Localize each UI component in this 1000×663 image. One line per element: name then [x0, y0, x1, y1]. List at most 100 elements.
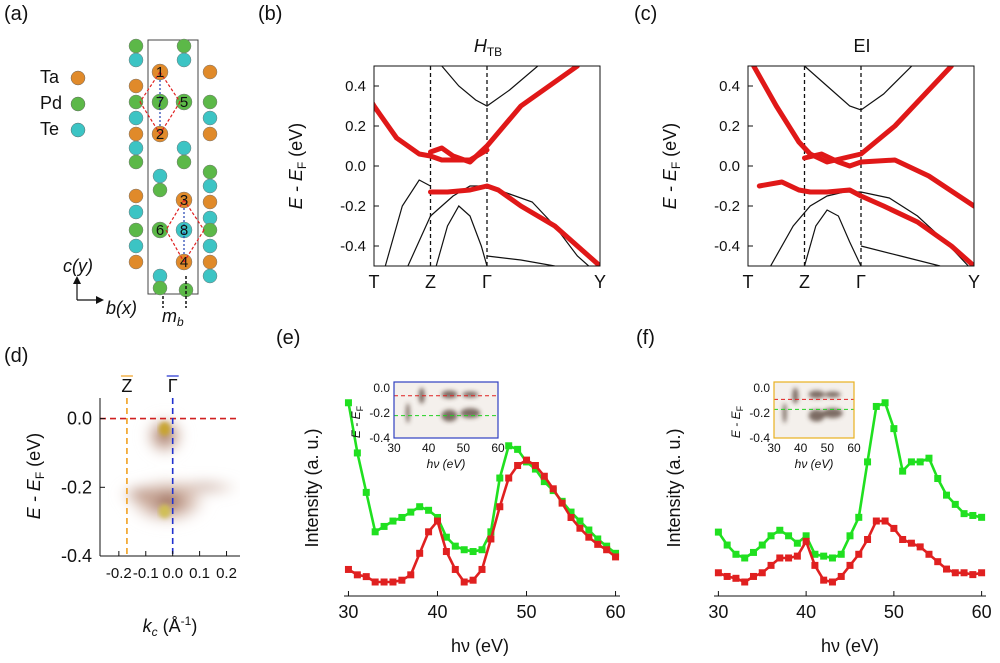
ytick-label-c-3: -0.2: [714, 198, 740, 215]
point-f-0-0: [714, 528, 722, 536]
inset-spot-f-2: [824, 391, 841, 398]
band-black-1: [770, 191, 969, 266]
point-e-0-12: [451, 542, 459, 550]
panel-c: (c) EI 0.4 0.2 0.0 -0.2 -0.4 T Z Γ Y E - EF (eV…: [634, 3, 980, 292]
atom-ta-5: [128, 78, 144, 94]
point-f-0-30: [978, 513, 986, 521]
band-black-1: [407, 185, 590, 266]
point-e-1-27: [585, 533, 593, 541]
point-e-1-25: [567, 513, 575, 521]
ytick-label-b-3: -0.2: [340, 198, 366, 215]
inset-xlabel-e: hν (eV): [427, 457, 466, 471]
xtick-label-e-3: 60: [606, 602, 626, 622]
point-e-0-16: [487, 528, 495, 536]
atom-te-28: [202, 238, 218, 254]
band-black-3: [860, 245, 941, 266]
band-red-1: [802, 151, 974, 209]
xtick-label-f-0: 30: [708, 602, 728, 622]
inset-ylabel-f: E - EF: [729, 405, 745, 438]
atom-pd-16: [176, 154, 192, 170]
point-e-1-16: [487, 535, 495, 543]
atom-te-10: [202, 110, 218, 126]
ylabel-f: Intensity (a. u.): [664, 428, 684, 547]
ytick-label-c-1: 0.2: [719, 118, 740, 135]
point-f-1-20: [890, 524, 898, 532]
site-atom-2: [175, 93, 193, 111]
inset-ylabel-main-f: E - E: [729, 410, 743, 438]
crystal-structure: [128, 38, 218, 298]
atom-legend: Ta Pd Te: [40, 67, 86, 139]
point-e-0-30: [612, 549, 620, 557]
point-f-1-1: [723, 572, 731, 580]
atom-pd-18: [152, 182, 168, 198]
xtick-label-d-2: 0.0: [162, 565, 183, 582]
point-f-0-6: [767, 532, 775, 540]
marker-label-1: Γ: [168, 376, 178, 396]
inset-ytick-e-1: -0.2: [369, 406, 390, 420]
inset-intensity-f: [782, 387, 843, 424]
point-e-1-9: [425, 528, 433, 536]
inset-intensity-e: [405, 387, 481, 424]
legend-label-te: Te: [40, 119, 59, 139]
point-f-0-28: [960, 510, 968, 518]
axis-c-label: c(y): [63, 256, 93, 276]
inset-ytick-e-2: -0.4: [369, 431, 390, 445]
point-e-1-18: [505, 474, 513, 482]
point-e-0-17: [496, 474, 504, 482]
band-black-4: [486, 255, 555, 266]
point-f-1-24: [925, 550, 933, 558]
point-e-1-3: [371, 578, 379, 586]
point-f-0-14: [837, 550, 845, 558]
point-e-1-6: [398, 576, 406, 584]
panel-label-b: (b): [258, 3, 282, 25]
point-f-0-23: [916, 458, 924, 466]
point-e-0-9: [425, 506, 433, 514]
point-f-1-12: [820, 576, 828, 584]
inset-ylabel-sub-e: F: [355, 405, 365, 411]
point-f-0-11: [811, 550, 819, 558]
xlabel-d: kc (Å-1): [143, 614, 198, 639]
xtick-label-d-4: 0.2: [216, 565, 237, 582]
band-red-1: [428, 66, 580, 165]
point-e-0-21: [531, 465, 539, 473]
xtick-label-e-0: 30: [338, 602, 358, 622]
inset-spot-e-5: [405, 403, 410, 424]
bond-red-2: [139, 101, 161, 135]
point-f-1-15: [846, 561, 854, 569]
ylabel-d: E - EF (eV): [24, 433, 47, 519]
point-f-0-22: [907, 458, 915, 466]
inset-ylabel-e: E - EF: [349, 405, 365, 438]
inset-xlabel-f: hν (eV): [795, 457, 834, 471]
xlabel-e: hν (eV): [451, 636, 509, 656]
atom-te-14: [176, 140, 192, 156]
atom-pd-7: [128, 94, 144, 110]
atom-pd-1: [176, 38, 192, 54]
point-e-1-26: [576, 524, 584, 532]
ylabel-b: E - EF (eV): [286, 123, 309, 209]
atom-ta-30: [202, 254, 218, 270]
atom-te-20: [202, 178, 218, 194]
point-e-0-19: [514, 445, 522, 453]
axis-arrows: c(y) b(x): [63, 256, 137, 318]
point-e-1-28: [594, 540, 602, 548]
ytick-label-c-2: 0.0: [719, 158, 740, 175]
inset-f: 0.0 -0.2 -0.430 40 50 60 hν (eV) E - EF: [729, 381, 861, 471]
point-f-1-3: [741, 578, 749, 586]
ytick-label-d-2: -0.4: [61, 546, 92, 566]
point-e-1-7: [407, 571, 415, 579]
point-f-0-5: [758, 541, 766, 549]
inset-ytick-f-2: -0.4: [749, 431, 770, 445]
kpoint-label-b-2: Γ: [482, 272, 492, 292]
atom-te-27: [128, 238, 144, 254]
band-black-0: [441, 66, 539, 107]
inset-xtick-e-3: 60: [491, 441, 505, 455]
inset-xtick-f-1: 40: [794, 441, 808, 455]
atom-te-13: [128, 140, 144, 156]
site-number-6: 6: [156, 222, 164, 239]
point-f-1-8: [785, 554, 793, 562]
atom-pd-34: [178, 282, 194, 298]
point-e-1-8: [416, 549, 424, 557]
point-f-0-4: [749, 548, 757, 556]
point-e-0-18: [505, 442, 513, 450]
